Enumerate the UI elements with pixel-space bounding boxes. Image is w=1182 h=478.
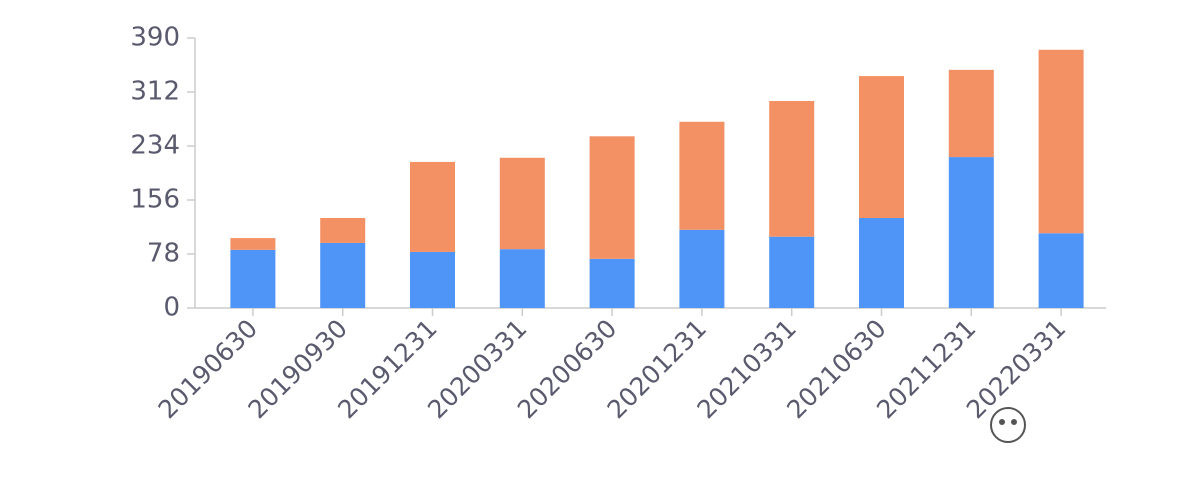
bar-segment: [230, 249, 276, 308]
y-tick-label: 78: [147, 239, 180, 269]
bar-segment: [679, 121, 725, 230]
y-tick-label: 390: [130, 23, 180, 53]
bar-segment: [410, 251, 455, 308]
bar-segment: [499, 249, 545, 308]
bar-segment: [589, 258, 635, 308]
bar-segment: [679, 229, 725, 308]
watermark-icon: [990, 407, 1026, 443]
bar-segment: [1038, 49, 1084, 234]
bar-segment: [230, 238, 276, 250]
y-tick-label: 156: [130, 185, 180, 215]
y-tick-label: 0: [163, 293, 180, 323]
bar-segment: [589, 136, 635, 259]
bar-segment: [769, 236, 815, 308]
bar-segment: [320, 218, 366, 243]
y-tick-label: 234: [130, 131, 180, 161]
bar-segment: [948, 69, 994, 158]
bar-segment: [948, 157, 994, 308]
bar-segment: [320, 242, 366, 308]
bar-segment: [410, 161, 455, 252]
y-tick-label: 312: [130, 77, 180, 107]
bar-segment: [1038, 233, 1084, 308]
bar-segment: [859, 218, 904, 308]
bar-segment: [859, 76, 904, 218]
bar-segment: [769, 101, 815, 237]
bar-segment: [499, 157, 545, 250]
